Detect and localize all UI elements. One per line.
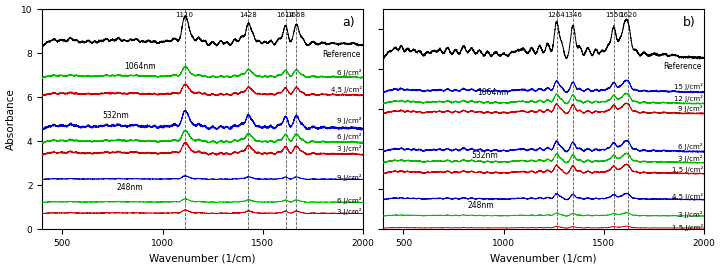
Text: 1550: 1550: [605, 12, 623, 18]
Text: 248nm: 248nm: [117, 183, 143, 192]
Text: 3 J/cm²: 3 J/cm²: [337, 145, 362, 152]
Text: 4.5 J/cm²: 4.5 J/cm²: [672, 193, 703, 200]
Text: 6 J/cm²: 6 J/cm²: [337, 69, 362, 76]
Text: 1.5 J/cm²: 1.5 J/cm²: [671, 166, 703, 173]
Text: 1264: 1264: [548, 12, 565, 18]
Text: 1346: 1346: [564, 12, 582, 18]
Text: 532nm: 532nm: [102, 111, 129, 120]
Text: 4,5 J/cm²: 4,5 J/cm²: [331, 86, 362, 93]
Text: 12 J/cm²: 12 J/cm²: [674, 95, 703, 102]
Text: 9 J/cm²: 9 J/cm²: [337, 174, 362, 181]
Text: 1064nm: 1064nm: [477, 88, 509, 97]
Text: 3 J/cm²: 3 J/cm²: [678, 211, 703, 218]
Text: 1110: 1110: [176, 12, 194, 18]
Text: a): a): [342, 16, 355, 29]
Text: 1.5 J/cm²: 1.5 J/cm²: [671, 224, 703, 231]
Text: 6 J/cm²: 6 J/cm²: [337, 197, 362, 204]
Text: 1428: 1428: [239, 12, 257, 18]
Y-axis label: Absorbance: Absorbance: [6, 88, 16, 150]
Text: Reference: Reference: [322, 50, 361, 59]
Text: 532nm: 532nm: [472, 151, 498, 160]
X-axis label: Wavenumber (1/cm): Wavenumber (1/cm): [490, 253, 597, 263]
Text: 3 J/cm²: 3 J/cm²: [337, 208, 362, 215]
Text: Reference: Reference: [663, 62, 702, 71]
Text: 6 J/cm²: 6 J/cm²: [337, 133, 362, 140]
X-axis label: Wavenumber (1/cm): Wavenumber (1/cm): [149, 253, 256, 263]
Text: 9 J/cm²: 9 J/cm²: [678, 105, 703, 112]
Text: 3 J/cm²: 3 J/cm²: [678, 155, 703, 162]
Text: b): b): [684, 16, 696, 29]
Text: 15 J/cm²: 15 J/cm²: [674, 83, 703, 90]
Text: 6 J/cm²: 6 J/cm²: [678, 143, 703, 150]
Text: 1620: 1620: [619, 12, 637, 18]
Text: 1668: 1668: [288, 12, 306, 18]
Text: 1614: 1614: [277, 12, 295, 18]
Text: 9 J/cm²: 9 J/cm²: [337, 117, 362, 124]
Text: 1064nm: 1064nm: [125, 62, 156, 71]
Text: 248nm: 248nm: [467, 201, 494, 210]
